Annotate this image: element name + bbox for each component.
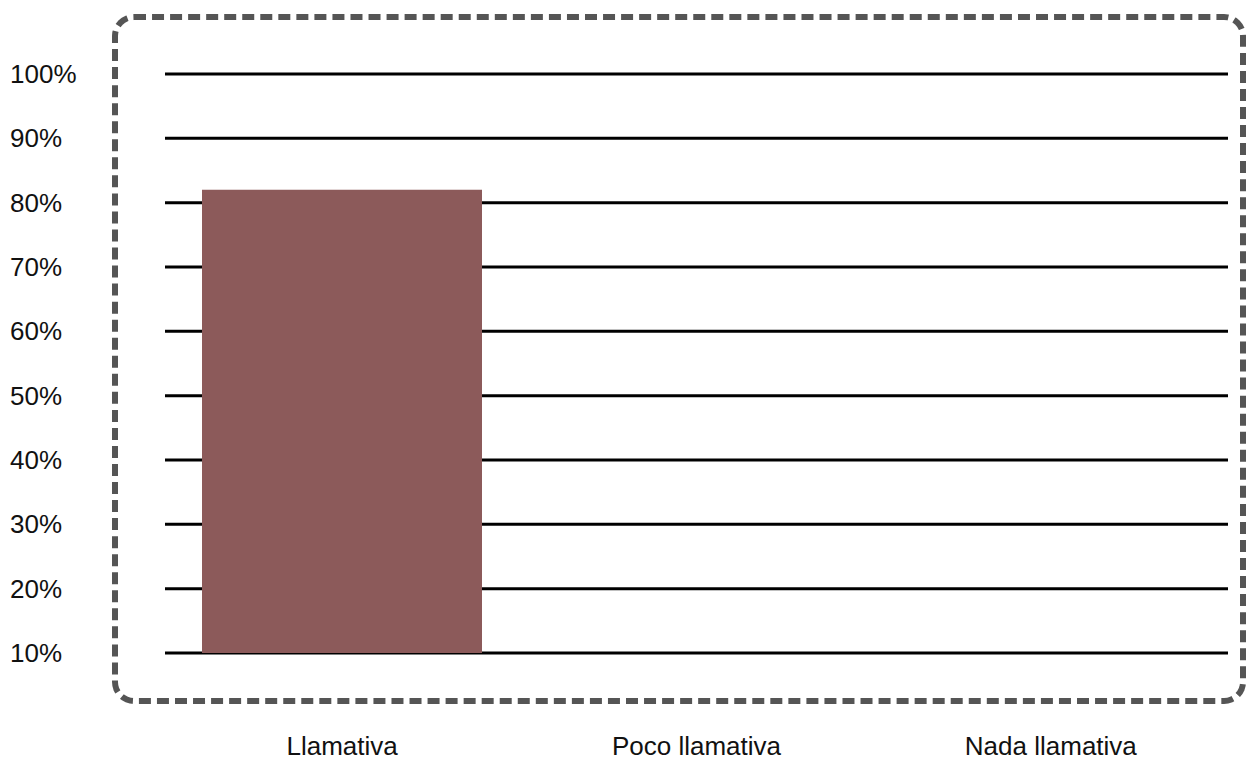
svg-text:90%: 90% <box>10 123 62 153</box>
svg-text:Llamativa: Llamativa <box>287 731 399 761</box>
svg-text:50%: 50% <box>10 381 62 411</box>
svg-text:40%: 40% <box>10 445 62 475</box>
svg-text:60%: 60% <box>10 316 62 346</box>
svg-text:80%: 80% <box>10 188 62 218</box>
svg-text:30%: 30% <box>10 509 62 539</box>
svg-text:20%: 20% <box>10 574 62 604</box>
svg-text:100%: 100% <box>10 59 77 89</box>
svg-text:10%: 10% <box>10 638 62 668</box>
svg-text:Nada llamativa: Nada llamativa <box>965 731 1138 761</box>
svg-text:70%: 70% <box>10 252 62 282</box>
svg-text:Poco llamativa: Poco llamativa <box>612 731 782 761</box>
